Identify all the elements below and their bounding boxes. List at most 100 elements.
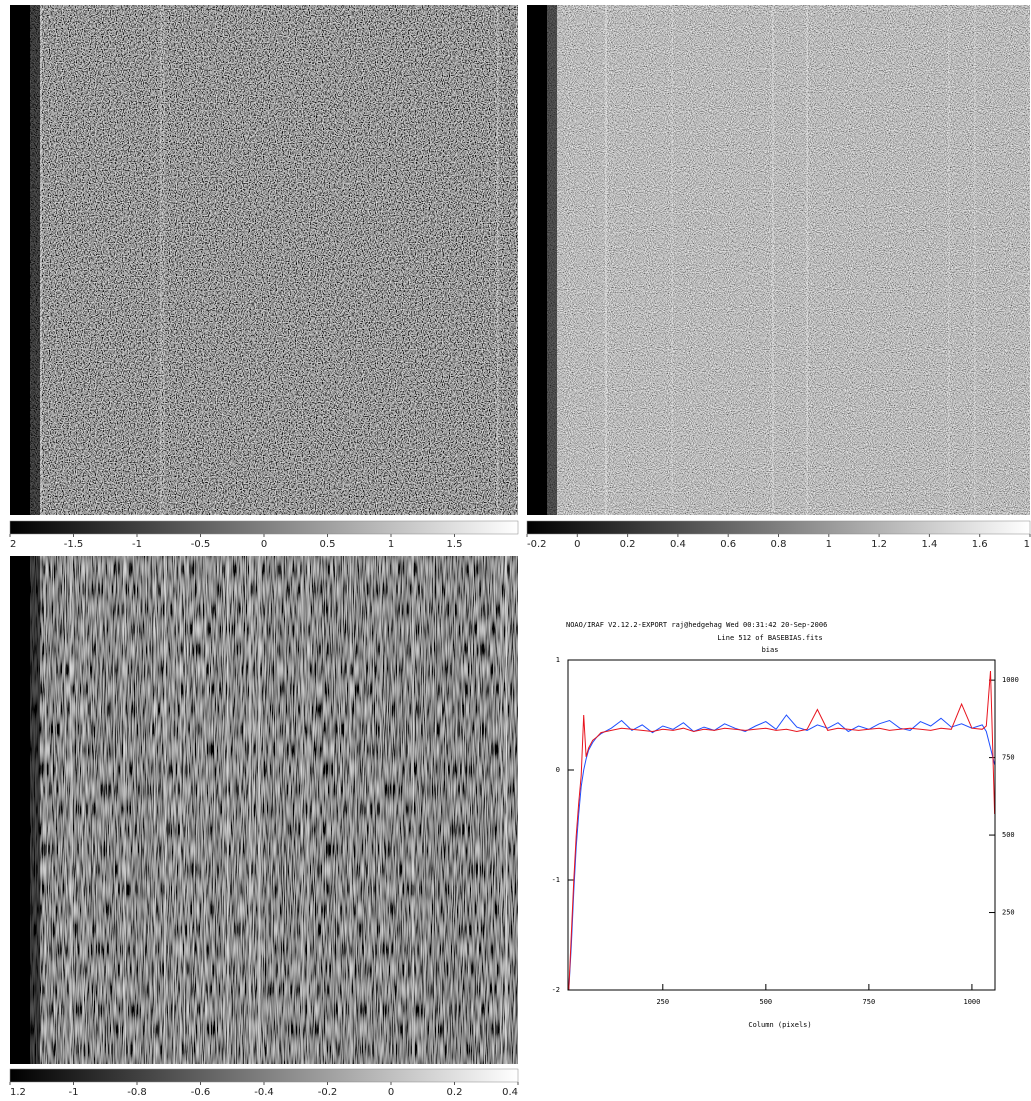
y2-tick-label: 250 — [1002, 909, 1015, 917]
x-tick-label: 500 — [760, 998, 773, 1006]
image-streak — [379, 556, 382, 1064]
image-dark-edge — [10, 5, 30, 515]
image-streak — [123, 556, 126, 1064]
colorbar-tick-label: -1 — [132, 539, 142, 550]
image-noise — [10, 556, 518, 1064]
colorbar-tick-label: 0.8 — [771, 539, 787, 550]
colorbar-tick-label: -0.5 — [191, 539, 211, 550]
image-streak — [69, 556, 72, 1064]
plot-subtitle: bias — [762, 646, 779, 654]
image-streak — [40, 5, 42, 515]
y2-tick-label: 750 — [1002, 754, 1015, 762]
plot-title: Line 512 of BASEBIAS.fits — [717, 634, 822, 642]
x-axis-label: Column (pixels) — [748, 1021, 811, 1029]
colorbar-tick-label: 1 — [1024, 539, 1030, 550]
image-streak — [772, 5, 774, 515]
image-streak — [70, 556, 73, 1064]
x-tick-label: 250 — [656, 998, 669, 1006]
colorbar-tick-label: 1.6 — [972, 539, 988, 550]
colorbar-tick-label: -1 — [69, 1087, 79, 1098]
colorbar — [526, 520, 1031, 535]
y-tick-label: -1 — [552, 876, 560, 884]
image-streak — [300, 556, 304, 1064]
colorbar-tick-label: 0 — [261, 539, 267, 550]
colorbar-tick-label: 0.2 — [447, 1087, 463, 1098]
image-noise — [10, 5, 518, 515]
colorbar-tick-label: 1.5 — [447, 539, 463, 550]
colorbar-tick-label: 0.2 — [620, 539, 636, 550]
colorbar-tick-label: 0.5 — [320, 539, 336, 550]
image-streak — [252, 556, 254, 1064]
image-streak — [163, 5, 165, 515]
colorbar-tick-label: -0.6 — [191, 1087, 211, 1098]
image-streak — [505, 556, 508, 1064]
image-streak — [258, 556, 262, 1064]
image-streak — [99, 556, 102, 1064]
colorbar-tick-label: 1 — [388, 539, 394, 550]
image-streak — [179, 556, 182, 1064]
image-streak — [504, 556, 508, 1064]
colorbar-tick-label: 1 — [826, 539, 832, 550]
colorbar-tick-label: 1.2 — [10, 1087, 26, 1098]
colorbar-tick-label: 0 — [388, 1087, 394, 1098]
image-streak — [338, 556, 340, 1064]
image-streak — [307, 556, 310, 1064]
colorbar-tick-label: 0.4 — [502, 1087, 518, 1098]
plot-area — [568, 670, 995, 990]
colorbar-tick-label: 0.4 — [670, 539, 686, 550]
image-dark-fade — [547, 5, 557, 515]
image-streak — [85, 556, 87, 1064]
colorbar-tick-label: 0 — [574, 539, 580, 550]
image-streak — [197, 556, 199, 1064]
colorbar-tick-label: -0.2 — [318, 1087, 338, 1098]
image-streak — [604, 5, 608, 515]
colorbar-tick-label: 0.6 — [720, 539, 736, 550]
image-streak — [186, 556, 189, 1064]
image-streak — [81, 556, 85, 1064]
colorbar — [9, 1068, 519, 1083]
y2-tick-label: 1000 — [1002, 676, 1019, 684]
image-dark-edge — [527, 5, 547, 515]
image-streak — [64, 556, 67, 1064]
image-streak — [201, 556, 203, 1064]
plot-header: NOAO/IRAF V2.12.2-EXPORT raj@hedgehag We… — [566, 621, 827, 629]
image-streak — [973, 5, 976, 515]
colorbar-tick-label: 1.2 — [871, 539, 887, 550]
image-streak — [164, 556, 167, 1064]
image-streak — [160, 5, 162, 515]
colorbar-tick-label: -0.2 — [527, 539, 547, 550]
image-dark-edge — [10, 556, 30, 1064]
image-streak — [173, 556, 176, 1064]
colorbar-tick-label: 2 — [10, 539, 16, 550]
image-streak — [411, 556, 414, 1064]
y-tick-label: -2 — [552, 986, 560, 994]
colorbar-tick-label: -0.8 — [127, 1087, 147, 1098]
plot-frame — [567, 659, 996, 991]
image-streak — [424, 556, 427, 1064]
colorbar — [9, 520, 519, 535]
data-line — [568, 670, 995, 990]
image-streak — [204, 556, 207, 1064]
image-dark-fade — [30, 5, 40, 515]
image-streak — [277, 556, 279, 1064]
image-streak — [500, 556, 502, 1064]
image-streak — [496, 5, 499, 515]
image-streak — [368, 556, 370, 1064]
colorbar-tick-label: -0.4 — [254, 1087, 274, 1098]
image-streak — [226, 556, 229, 1064]
y2-tick-label: 500 — [1002, 831, 1015, 839]
image-streak — [149, 556, 151, 1064]
image-streak — [227, 556, 229, 1064]
image-noise — [527, 5, 1030, 515]
image-streak — [806, 5, 808, 515]
image-streak — [947, 5, 951, 515]
y-tick-label: 0 — [556, 766, 560, 774]
image-streak — [223, 556, 225, 1064]
image-streak — [258, 556, 260, 1064]
colorbar-tick-label: 1.4 — [921, 539, 937, 550]
x-tick-label: 1000 — [963, 998, 980, 1006]
image-dark-fade — [30, 556, 40, 1064]
image-streak — [249, 556, 252, 1064]
